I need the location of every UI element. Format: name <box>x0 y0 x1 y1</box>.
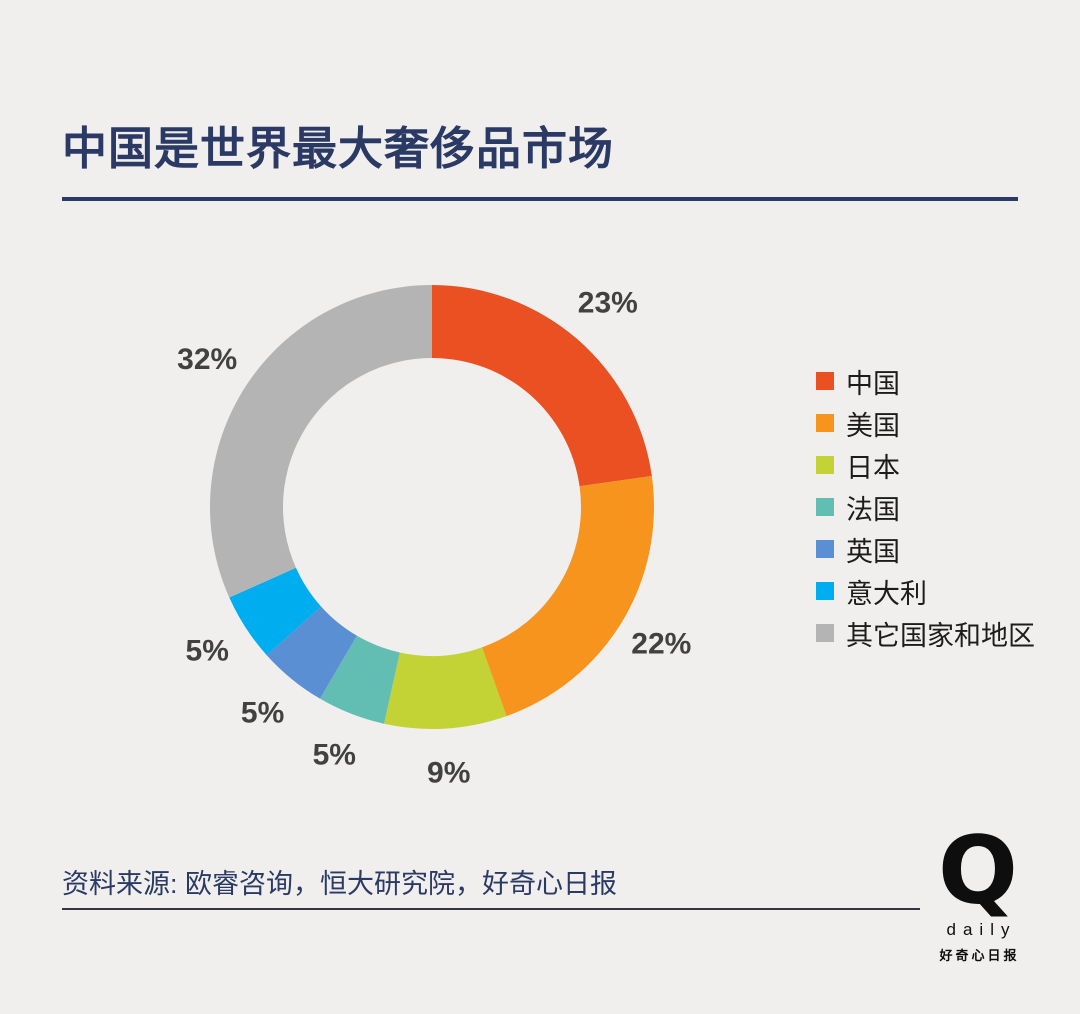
donut-segment-5 <box>266 606 357 699</box>
donut-chart: 23% 22% 9% 5% 5% 5% 32% <box>177 285 691 789</box>
legend-swatch <box>816 540 834 558</box>
legend-swatch <box>816 624 834 642</box>
qdaily-logo-letter: Q <box>938 817 1018 926</box>
legend-item: 英国 <box>816 534 1035 567</box>
segment-value-label: 5% <box>241 697 284 730</box>
chart-legend: 中国美国日本法国英国意大利其它国家和地区 <box>816 366 1035 660</box>
legend-item: 意大利 <box>816 576 1035 609</box>
legend-swatch <box>816 372 834 390</box>
legend-swatch <box>816 414 834 432</box>
legend-swatch <box>816 456 834 474</box>
qdaily-logo-word: daily <box>946 920 1017 940</box>
footer-divider <box>62 908 920 910</box>
source-note: 资料来源: 欧睿咨询，恒大研究院，好奇心日报 <box>62 869 618 899</box>
segment-value-label: 5% <box>313 738 356 771</box>
qdaily-logo: Q daily 好奇心日报 <box>936 817 1020 964</box>
legend-label: 法国 <box>846 494 900 525</box>
title-divider <box>62 197 1018 201</box>
legend-item: 法国 <box>816 492 1035 525</box>
qdaily-logo-name: 好奇心日报 <box>939 948 1020 964</box>
legend-swatch <box>816 498 834 516</box>
legend-label: 英国 <box>846 536 900 567</box>
legend-label: 其它国家和地区 <box>846 620 1035 651</box>
donut-segment-1 <box>432 285 652 487</box>
legend-label: 中国 <box>846 368 900 399</box>
page-title: 中国是世界最大奢侈品市场 <box>62 123 615 174</box>
legend-item: 日本 <box>816 450 1035 483</box>
segment-value-label: 23% <box>578 287 638 320</box>
donut-segment-7 <box>209 285 432 598</box>
legend-label: 意大利 <box>846 578 927 609</box>
donut-segment-2 <box>481 476 654 717</box>
segment-value-label: 22% <box>631 628 691 661</box>
legend-item: 中国 <box>816 366 1035 399</box>
segment-value-label: 5% <box>186 635 229 668</box>
legend-item: 其它国家和地区 <box>816 618 1035 651</box>
donut-segment-4 <box>320 635 400 724</box>
legend-label: 美国 <box>846 410 900 441</box>
legend-item: 美国 <box>816 408 1035 441</box>
segment-value-label: 9% <box>427 756 470 789</box>
legend-swatch <box>816 582 834 600</box>
segment-value-label: 32% <box>177 343 237 376</box>
legend-label: 日本 <box>846 452 900 483</box>
donut-segment-3 <box>384 647 507 729</box>
donut-segment-6 <box>229 567 322 656</box>
